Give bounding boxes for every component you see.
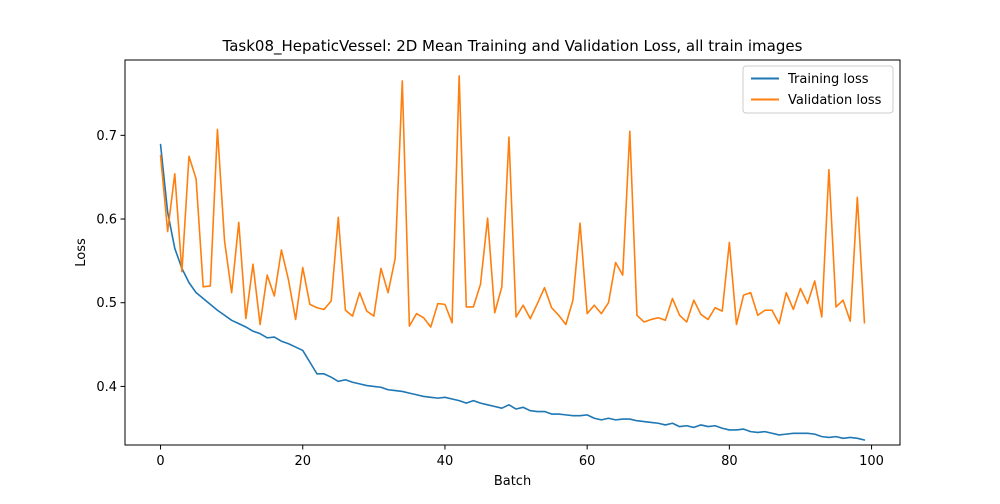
chart-title: Task08_HepaticVessel: 2D Mean Training a… [222,37,803,56]
legend-label-training-loss: Training loss [787,72,869,87]
y-tick-label: 0.4 [96,380,117,395]
x-tick-label: 100 [859,454,884,469]
legend-box [742,65,894,114]
x-tick-label: 0 [156,454,164,469]
x-tick-label: 40 [437,454,454,469]
plot-frame [124,59,901,446]
series-layer [159,75,866,441]
x-tick-label: 60 [579,454,596,469]
series-line-validation-loss [159,75,866,328]
legend-label-validation-loss: Validation loss [788,93,882,108]
y-tick-label: 0.7 [96,129,117,144]
x-axis: 0 20 40 60 80 100 [156,445,884,469]
y-tick-label: 0.5 [96,296,117,311]
y-axis: 0.4 0.5 0.6 0.7 [96,129,125,395]
series-line-training-loss [159,143,866,441]
y-axis-label: Loss [74,238,89,267]
x-tick-label: 80 [721,454,738,469]
y-tick-label: 0.6 [96,213,117,228]
legend: Training loss Validation loss [742,65,894,114]
x-axis-label: Batch [494,474,531,489]
x-tick-label: 20 [294,454,311,469]
